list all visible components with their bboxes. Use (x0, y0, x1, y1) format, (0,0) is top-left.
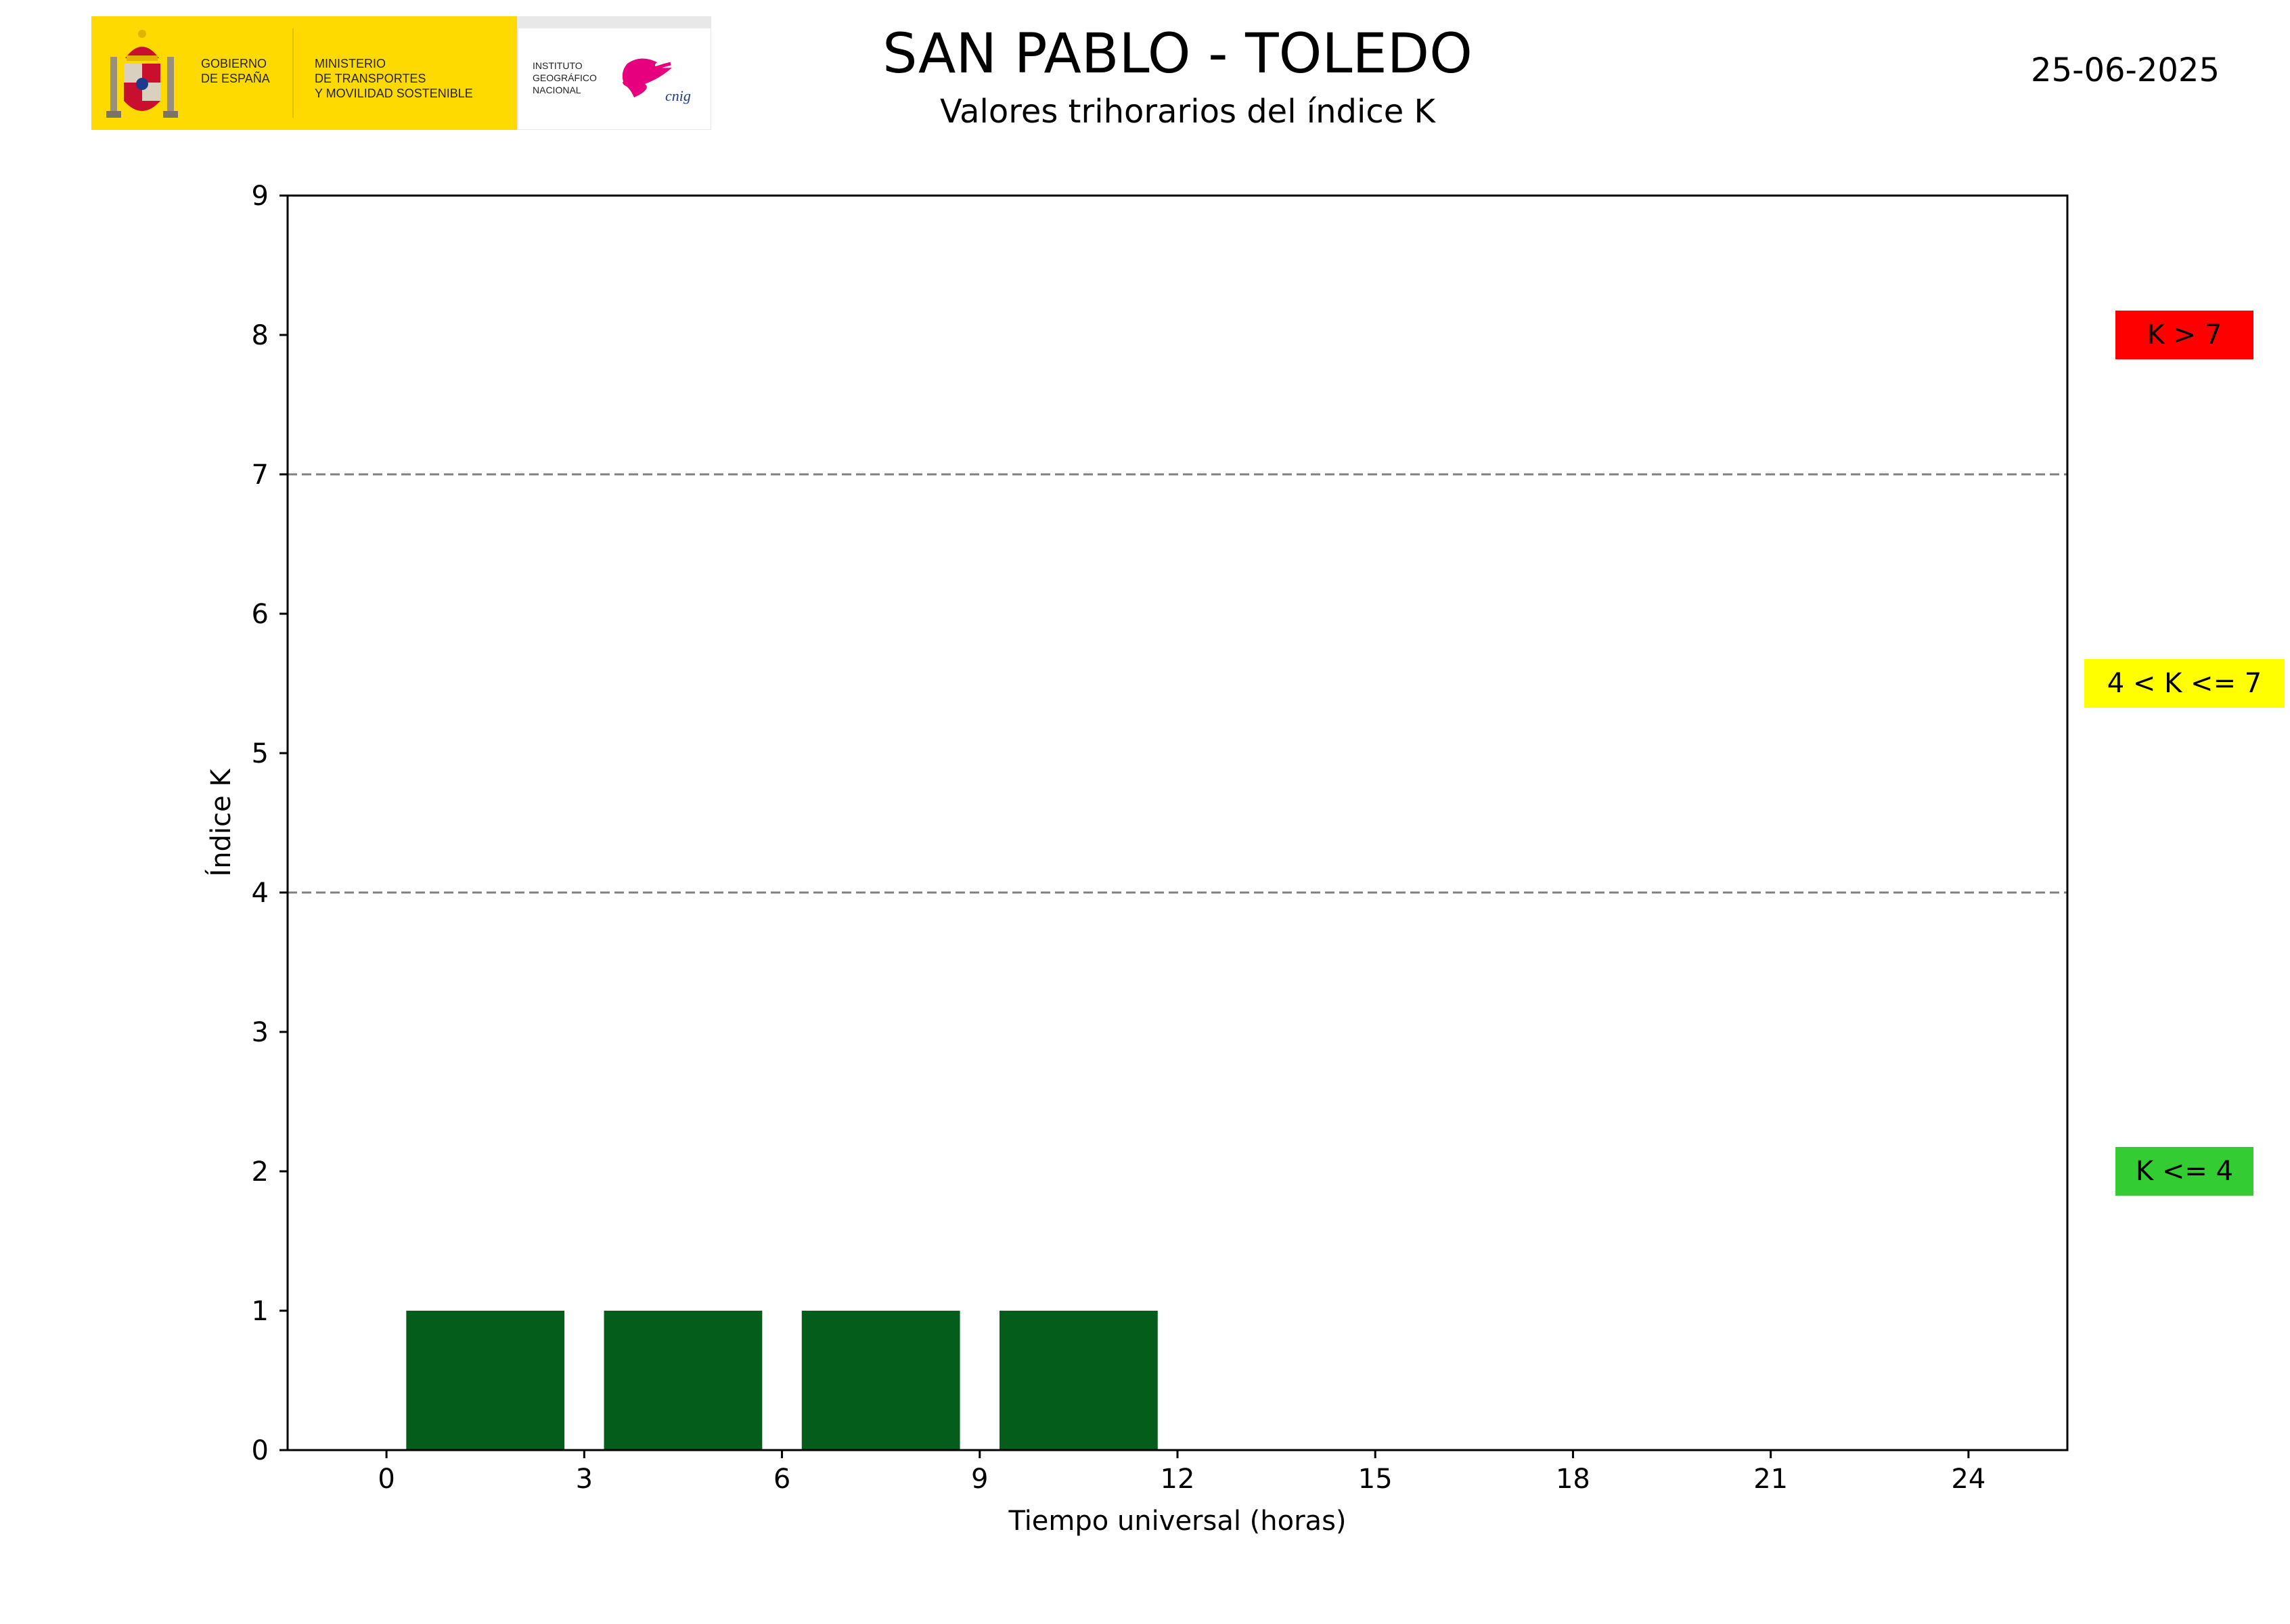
logo-gov-line2: DE ESPAÑA (201, 71, 270, 85)
plot-frame (286, 194, 2069, 1451)
y-tick-label: 1 (252, 1296, 269, 1327)
y-tick-label: 0 (252, 1435, 269, 1466)
k-bar-1 (604, 1311, 763, 1450)
chart-title: SAN PABLO - TOLEDO (882, 22, 1473, 86)
y-axis-label: Índice K (204, 768, 237, 877)
institutional-logo: GOBIERNO DE ESPAÑA MINISTERIO DE TRANSPO… (91, 16, 711, 130)
x-tick-label: 12 (1161, 1464, 1195, 1495)
chart-date: 25-06-2025 (2031, 51, 2220, 89)
ign-brush-icon (622, 58, 672, 97)
y-tick-label: 5 (252, 738, 269, 769)
logo-ign-line1: INSTITUTO (533, 60, 583, 71)
k-bars (406, 1311, 1158, 1450)
y-tick-label: 4 (252, 878, 269, 909)
coat-of-arms-icon (106, 30, 178, 118)
y-tick-label: 9 (252, 181, 269, 212)
y-tick-label: 2 (252, 1156, 269, 1188)
logo-yellow-band (91, 16, 518, 130)
k-level-badge-0: K > 7 (2115, 311, 2253, 359)
x-tick-label: 9 (971, 1464, 988, 1495)
logo-min-line3: Y MOVILIDAD SOSTENIBLE (315, 87, 473, 100)
y-tick-label: 6 (252, 599, 269, 630)
k-bar-2 (801, 1311, 960, 1450)
x-tick-label: 21 (1753, 1464, 1788, 1495)
x-tick-label: 18 (1556, 1464, 1590, 1495)
k-level-badge-1: 4 < K <= 7 (2084, 659, 2285, 708)
x-tick-label: 6 (773, 1464, 790, 1495)
y-tick-label: 7 (252, 459, 269, 491)
threshold-lines (288, 473, 2067, 894)
logo-min-line2: DE TRANSPORTES (315, 72, 426, 85)
y-tick-label: 3 (252, 1017, 269, 1048)
x-tick-label: 3 (576, 1464, 593, 1495)
x-tick-label: 24 (1951, 1464, 1985, 1495)
x-axis-label: Tiempo universal (horas) (1008, 1506, 1346, 1537)
logo-cnig: cnig (665, 87, 691, 104)
chart-subtitle: Valores trihorarios del índice K (939, 93, 1436, 131)
k-bar-0 (406, 1311, 565, 1450)
logo-gov-line1: GOBIERNO (201, 57, 267, 70)
x-tick-label: 0 (378, 1464, 395, 1495)
x-tick-label: 15 (1358, 1464, 1393, 1495)
y-tick-label: 8 (252, 320, 269, 351)
logo-min-line1: MINISTERIO (315, 57, 386, 70)
k-bar-3 (1000, 1311, 1158, 1450)
logo-ign-line2: GEOGRÁFICO (533, 72, 597, 83)
k-level-badge-2: K <= 4 (2115, 1147, 2253, 1196)
logo-ign-line3: NACIONAL (533, 85, 581, 95)
